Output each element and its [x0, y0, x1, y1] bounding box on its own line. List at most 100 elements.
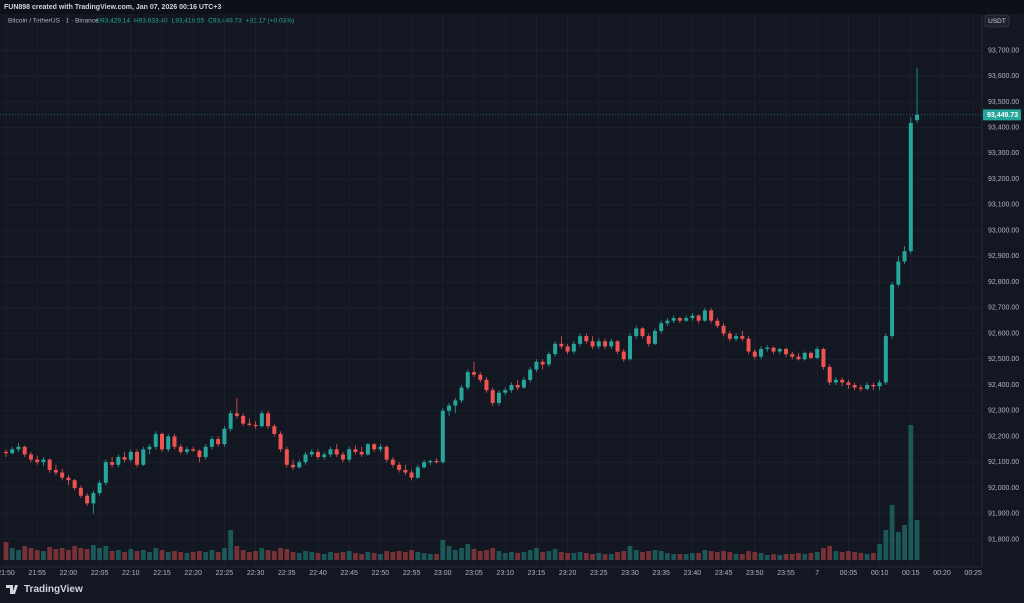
volume-bar: [839, 552, 845, 560]
candle-body: [28, 454, 33, 460]
candle-body: [534, 361, 539, 370]
candle-body: [877, 382, 882, 387]
candle-body: [652, 330, 657, 344]
volume-bar: [78, 548, 84, 560]
candle-body: [447, 405, 452, 411]
x-tick-label: 7: [815, 570, 819, 577]
candle-body: [390, 459, 395, 465]
volume-bar: [459, 548, 464, 560]
y-tick-label: 92,400.00: [988, 382, 1019, 389]
volume-bar: [28, 548, 34, 560]
candle-body: [284, 449, 289, 465]
volume-bar: [165, 552, 171, 560]
volume-bar: [246, 552, 252, 560]
volume-bar: [66, 550, 71, 560]
candle-body: [546, 354, 551, 365]
candle-body: [496, 392, 501, 404]
candle-body: [116, 457, 121, 465]
volume-bar: [852, 552, 858, 560]
candle-body: [35, 459, 40, 463]
volume-bar: [234, 546, 240, 560]
candle-body: [172, 436, 177, 447]
y-tick-label: 92,800.00: [988, 279, 1019, 286]
candle-body: [690, 315, 695, 319]
candle-body: [503, 390, 508, 393]
volume-bar: [465, 544, 471, 560]
candle-body: [646, 336, 651, 344]
x-tick-label: 22:45: [340, 570, 358, 577]
volume-bar: [864, 554, 870, 560]
y-tick-label: 91,800.00: [988, 536, 1019, 543]
volume-bar: [540, 552, 546, 560]
volume-bar: [90, 545, 96, 560]
volume-bar: [122, 552, 127, 560]
volume-bar: [889, 505, 895, 560]
candle-body: [665, 320, 670, 324]
candle-body: [896, 261, 901, 285]
volume-bar: [41, 551, 46, 560]
ohlc-value: H93,633.40: [134, 18, 168, 25]
x-tick-label: 23:25: [590, 570, 608, 577]
candle-body: [765, 347, 770, 349]
currency-button[interactable]: [984, 14, 1010, 28]
candle-body: [727, 333, 732, 339]
x-tick-label: 00:15: [902, 570, 920, 577]
volume-bar: [172, 551, 177, 560]
volume-bar: [565, 553, 570, 560]
volume-bar: [147, 552, 152, 560]
candle-body: [478, 374, 483, 380]
candle-body: [85, 495, 90, 504]
candle-body: [415, 467, 420, 478]
candle-body: [4, 451, 8, 454]
candle-body: [278, 433, 283, 450]
volume-bar: [534, 548, 539, 560]
candle-body: [621, 351, 626, 360]
volume-bar: [278, 548, 283, 560]
volume-bar: [184, 553, 190, 560]
volume-bar: [777, 555, 783, 560]
candle-body: [459, 387, 464, 401]
candle-body: [509, 385, 514, 391]
candle-body: [253, 424, 258, 427]
y-tick-label: 92,700.00: [988, 305, 1019, 312]
volume-bar: [359, 554, 365, 560]
volume-bar: [821, 548, 826, 560]
candle-body: [696, 315, 701, 321]
candle-body: [78, 487, 83, 496]
volume-bar: [714, 552, 720, 560]
candle-body: [316, 451, 320, 458]
volume-bar: [490, 548, 496, 560]
ohlc-value: +31.17 (+0.03%): [246, 18, 294, 25]
candle-body: [715, 320, 720, 326]
candle-body: [908, 122, 913, 252]
y-tick-label: 92,900.00: [988, 253, 1019, 260]
volume-bar: [396, 551, 402, 560]
volume-bar: [708, 551, 714, 560]
brand: TradingView: [24, 584, 83, 595]
candle-body: [340, 454, 345, 460]
volume-bar: [240, 550, 246, 560]
volume-bar: [908, 425, 914, 560]
volume-bar: [284, 549, 290, 560]
volume-bar: [752, 552, 758, 560]
volume-bar: [677, 554, 683, 560]
volume-bar: [159, 550, 165, 560]
candle-body: [553, 343, 558, 355]
volume-bar: [228, 530, 234, 560]
volume-bar: [440, 540, 446, 560]
candle-body: [153, 433, 158, 447]
candle-body: [640, 328, 645, 337]
candle-body: [759, 348, 764, 357]
volume-bar: [783, 554, 789, 560]
candle-body: [353, 449, 358, 452]
candle-body: [403, 469, 408, 473]
y-tick-label: 93,600.00: [988, 73, 1019, 80]
volume-bar: [721, 551, 726, 560]
candle-body: [915, 114, 920, 121]
x-tick-label: 00:05: [840, 570, 858, 577]
candle-body: [303, 454, 308, 463]
volume-bar: [602, 554, 608, 560]
y-tick-label: 93,000.00: [988, 227, 1019, 234]
x-tick-label: 23:05: [465, 570, 483, 577]
candle-body: [122, 457, 127, 460]
